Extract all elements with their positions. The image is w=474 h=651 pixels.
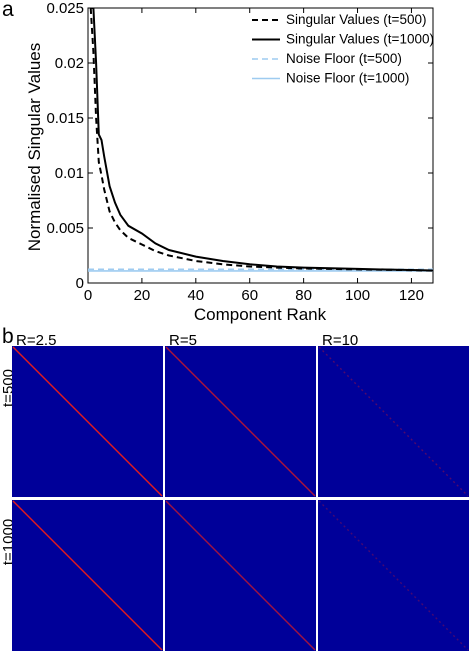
y-tick-label: 0.01 [55,165,84,182]
series-lines [88,8,433,272]
y-tick-label: 0.015 [46,110,84,127]
series-line [90,8,433,272]
x-tick-label: 20 [134,287,151,304]
y-ticks: 0 0.005 0.01 0.015 0.02 0.025 [46,0,433,292]
heatmap-diagonal [12,346,163,497]
heatmap-diagonal [318,346,469,497]
heatmap-diagonal [165,346,316,497]
y-tick-label: 0 [76,275,84,292]
heatmap-cell [318,346,469,497]
x-ticks: 0 20 40 60 80 100 120 [84,8,424,304]
x-tick-label: 80 [295,287,312,304]
legend-label: Noise Floor (t=500) [286,51,402,66]
heatmap-diagonal [318,500,469,651]
x-tick-label: 40 [187,287,204,304]
x-tick-label: 120 [399,287,424,304]
legend-label: Singular Values (t=500) [286,12,426,27]
heatmap-diagonal [165,500,316,651]
x-axis-label: Component Rank [194,305,327,324]
heatmap-cell [318,500,469,651]
x-tick-label: 100 [345,287,370,304]
legend-label: Singular Values (t=1000) [286,32,434,47]
y-tick-label: 0.025 [46,0,84,17]
y-axis-label: Normalised Singular Values [25,43,44,252]
heatmap-column-label: R=2.5 [16,332,56,349]
legend-label: Noise Floor (t=1000) [286,71,409,86]
panel-b-letter: b [2,325,14,348]
x-tick-label: 60 [241,287,258,304]
legend: Singular Values (t=500) Singular Values (… [252,12,434,86]
line-chart: 0 0.005 0.01 0.015 0.02 0.025 0 20 40 60 80 100 120… [25,0,434,324]
heatmap-column-label: R=5 [169,332,197,349]
y-tick-label: 0.005 [46,220,84,237]
heatmap-column-label: R=10 [322,332,358,349]
heatmap-diagonal [12,500,163,651]
y-tick-label: 0.02 [55,55,84,72]
panel-a-letter: a [2,0,14,21]
plot-area [87,7,434,284]
x-tick-label: 0 [84,287,92,304]
